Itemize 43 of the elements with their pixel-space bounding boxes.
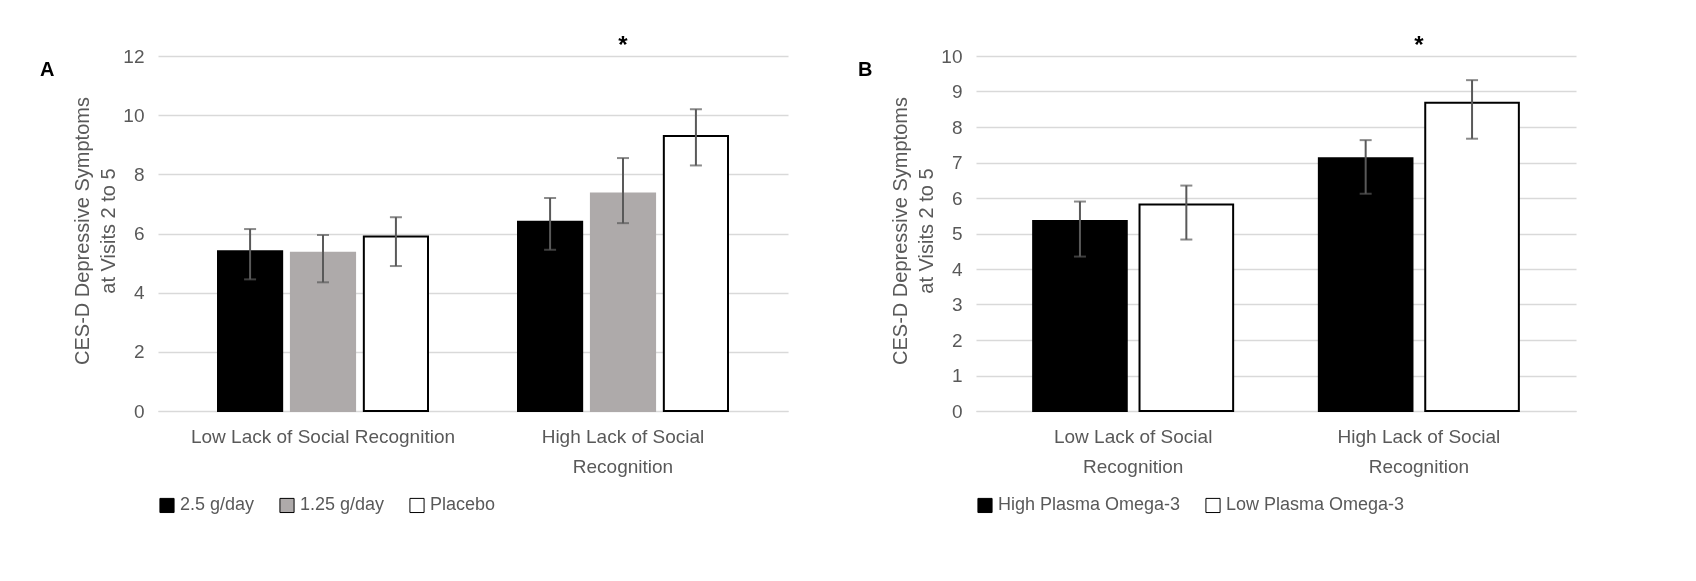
legend-label: Low Plasma Omega-3 xyxy=(1226,494,1405,515)
y-tick-label: 12 xyxy=(123,45,145,67)
bar xyxy=(662,134,729,412)
y-tick-label: 8 xyxy=(133,163,145,185)
y-tick-label: 1 xyxy=(951,365,963,386)
x-tick-label: Low Lack of Social Recognition xyxy=(190,425,456,447)
y-tick-label: 3 xyxy=(951,294,963,315)
y-tick-label: 2 xyxy=(133,341,145,363)
y-tick-label: 5 xyxy=(951,223,963,244)
legend-label: 1.25 g/day xyxy=(300,494,385,515)
legend-label: High Plasma Omega-3 xyxy=(998,494,1181,515)
bar xyxy=(589,192,657,412)
annotation: * xyxy=(618,31,629,58)
x-tick-label: High Lack of Social Recognition xyxy=(541,425,705,477)
y-tick-label: 7 xyxy=(951,152,963,173)
bar xyxy=(1138,203,1235,412)
bar xyxy=(289,251,357,412)
text: B xyxy=(858,58,873,80)
y-tick-label: 4 xyxy=(133,282,145,304)
x-tick-label: Low Lack of Social Recognition xyxy=(1053,425,1213,477)
y-tick-label: 6 xyxy=(133,223,145,244)
y-tick-label: 9 xyxy=(951,81,963,102)
y-tick-label: 0 xyxy=(951,400,963,422)
y-tick-label: 0 xyxy=(133,400,145,422)
y-tick-label: 6 xyxy=(951,187,963,209)
y-tick-label: 10 xyxy=(941,45,963,67)
text: A xyxy=(40,58,55,80)
legend-label: Placebo xyxy=(430,494,496,515)
y-axis-title: CES-D Depressive Symptoms at Visits 2 to 5 xyxy=(71,97,119,365)
bar xyxy=(1424,101,1520,412)
y-tick-label: 10 xyxy=(123,104,145,126)
bar xyxy=(1317,157,1414,412)
y-tick-label: 8 xyxy=(951,116,963,138)
bar xyxy=(217,250,284,412)
bar xyxy=(362,235,429,412)
y-axis-title: CES-D Depressive Symptoms at Visits 2 to 5 xyxy=(889,97,937,365)
x-tick-label: High Lack of Social Recognition xyxy=(1337,425,1501,477)
y-tick-label: 2 xyxy=(951,329,963,351)
bar xyxy=(517,220,584,412)
bar xyxy=(1032,220,1128,412)
y-tick-label: 4 xyxy=(951,258,963,280)
annotation: * xyxy=(1414,31,1425,58)
legend-label: 2.5 g/day xyxy=(180,494,255,515)
